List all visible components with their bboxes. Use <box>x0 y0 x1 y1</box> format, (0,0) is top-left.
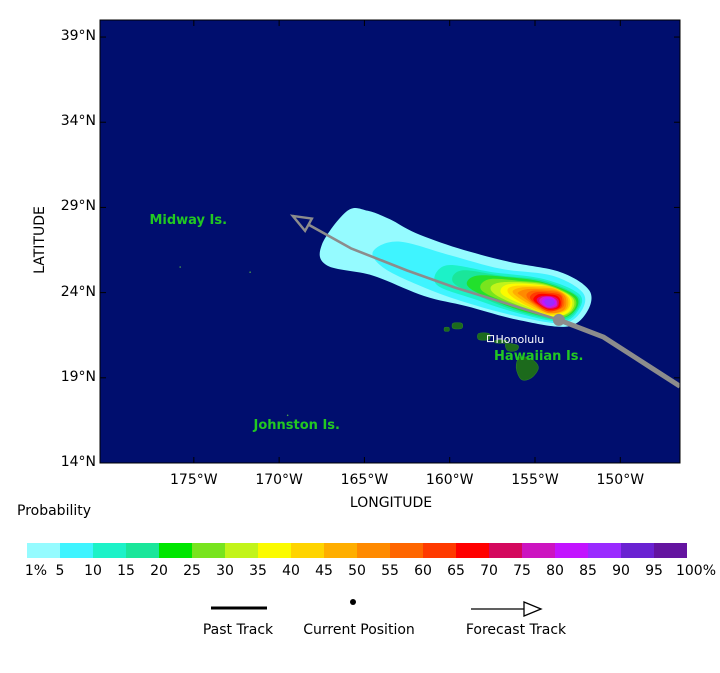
island-niihau <box>443 326 450 332</box>
y-axis-title: LATITUDE <box>32 206 48 274</box>
lon-tick-label: 155°W <box>511 472 559 488</box>
colorbar-label: 25 <box>183 563 201 579</box>
colorbar-swatch <box>159 543 192 558</box>
islet-2 <box>286 414 289 417</box>
colorbar-label: 10 <box>84 563 102 579</box>
forecast-arrow-head <box>289 214 314 233</box>
colorbar-swatch <box>192 543 225 558</box>
colorbar-label: 5 <box>55 563 65 579</box>
islet-1 <box>249 271 251 273</box>
colorbar-label: 60 <box>414 563 432 579</box>
colorbar-swatch <box>621 543 654 558</box>
colorbar-label: 85 <box>579 563 597 579</box>
island-hawaii <box>515 356 539 381</box>
colorbar-swatch <box>60 543 93 558</box>
colorbar-label: 50 <box>348 563 366 579</box>
past-track-label: Past Track <box>202 622 274 638</box>
current-position-marker <box>552 313 565 326</box>
forecast-track-line <box>292 214 560 322</box>
colorbar-swatch <box>390 543 423 558</box>
colorbar-swatch <box>324 543 357 558</box>
colorbar-label: 30 <box>216 563 234 579</box>
island-kauai <box>451 322 464 330</box>
lon-tick-label: 150°W <box>596 472 645 488</box>
islands <box>179 266 539 417</box>
colorbar-label: 1% <box>24 563 48 579</box>
island-molokai <box>494 339 508 344</box>
lat-tick-label: 39°N <box>60 28 96 45</box>
lon-tick-label: 170°W <box>255 472 303 488</box>
colorbar-label: 95 <box>645 563 663 579</box>
colorbar-swatch <box>93 543 126 558</box>
colorbar-label: 40 <box>282 563 300 579</box>
colorbar-label: 20 <box>150 563 168 579</box>
probability-colorbar <box>27 543 687 558</box>
colorbar-label: 80 <box>546 563 564 579</box>
legend-title: Probability <box>17 503 92 519</box>
storm-tracks <box>289 214 680 389</box>
lat-tick-label: 14°N <box>60 454 96 470</box>
colorbar-label: 90 <box>612 563 630 579</box>
colorbar-swatch <box>225 543 258 558</box>
colorbar-swatch <box>522 543 555 558</box>
colorbar-swatch <box>291 543 324 558</box>
colorbar-swatch <box>555 543 588 558</box>
lon-tick-label: 175°W <box>170 472 218 488</box>
colorbar-label: 70 <box>480 563 498 579</box>
island-oahu <box>477 332 491 341</box>
forecast-track-label: Forecast Track <box>465 622 567 638</box>
plot-frame <box>99 19 681 464</box>
lat-tick-label: 24°N <box>60 283 96 300</box>
colorbar-swatch <box>258 543 291 558</box>
colorbar-swatch <box>126 543 159 558</box>
probability-contours <box>319 207 592 327</box>
colorbar-label: 35 <box>249 563 267 579</box>
colorbar-label: 100% <box>675 563 717 579</box>
city-label-honolulu: Honolulu <box>495 332 545 346</box>
colorbar-swatch <box>357 543 390 558</box>
lon-tick-label: 165°W <box>340 472 389 488</box>
place-label: Hawaiian Is. <box>494 349 584 365</box>
contour-85pct <box>544 299 555 307</box>
islet-0 <box>179 266 181 268</box>
colorbar-swatch <box>588 543 621 558</box>
colorbar-label: 45 <box>315 563 333 579</box>
current-position-label: Current Position <box>303 622 415 638</box>
lat-tick-label: 29°N <box>60 198 96 215</box>
colorbar-label: 15 <box>117 563 135 579</box>
x-axis-title: LONGITUDE <box>349 495 433 511</box>
place-label: Midway Is. <box>149 213 228 229</box>
past-track-line <box>558 317 680 389</box>
colorbar-label: 75 <box>513 563 531 579</box>
forecast-track-symbol <box>471 601 543 617</box>
colorbar-label: 55 <box>381 563 399 579</box>
colorbar-swatch <box>423 543 456 558</box>
lat-tick-label: 19°N <box>60 368 96 385</box>
city-marker <box>487 335 495 343</box>
colorbar-swatch <box>456 543 489 558</box>
colorbar-label: 65 <box>447 563 465 579</box>
colorbar-swatch <box>27 543 60 558</box>
lat-tick-label: 34°N <box>60 113 96 130</box>
colorbar-swatch <box>489 543 522 558</box>
place-label: Johnston Is. <box>253 417 340 433</box>
colorbar-swatch <box>654 543 687 558</box>
axis-ticks <box>100 20 680 464</box>
current-position-symbol <box>350 599 356 605</box>
lon-tick-label: 160°W <box>425 472 474 488</box>
island-maui <box>505 343 519 352</box>
